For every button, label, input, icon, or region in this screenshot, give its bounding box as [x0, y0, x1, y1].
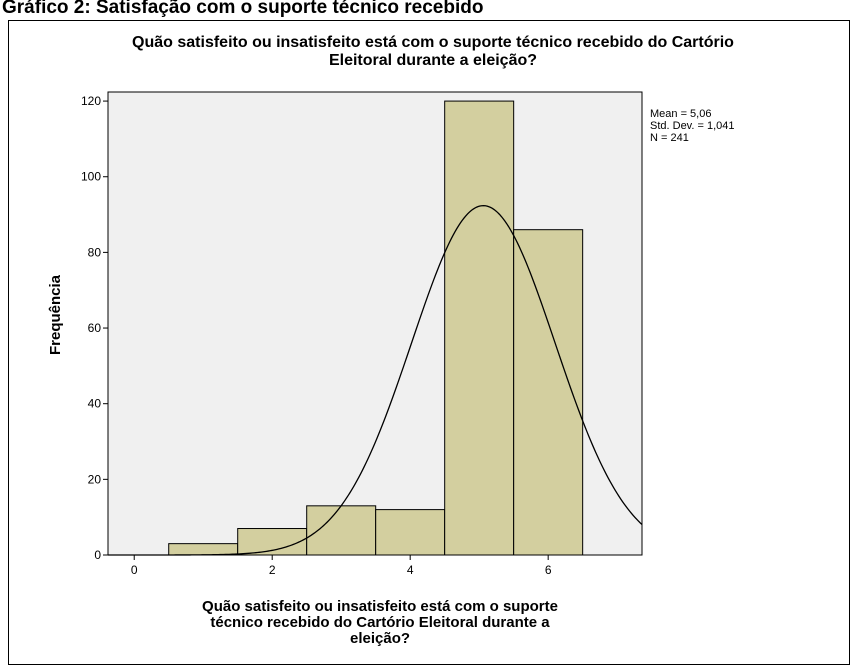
chart-title: Quão satisfeito ou insatisfeito está com… — [132, 34, 734, 51]
x-tick-label: 4 — [407, 563, 414, 577]
y-tick-label: 0 — [94, 548, 101, 562]
x-tick-label: 0 — [131, 563, 138, 577]
histogram-bar — [168, 543, 239, 556]
y-tick-label: 40 — [88, 397, 102, 411]
x-axis-label: técnico recebido do Cartório Eleitoral d… — [210, 614, 550, 631]
histogram-bar — [375, 509, 446, 556]
histogram-bar — [444, 100, 515, 556]
y-tick-label: 80 — [88, 245, 102, 259]
y-tick-label: 60 — [88, 321, 102, 335]
caption: Gráfico 2: Satisfação com o suporte técn… — [2, 0, 483, 18]
normal-curve — [108, 204, 643, 556]
x-tick-label: 6 — [545, 563, 552, 577]
y-axis-label: Frequência — [47, 274, 64, 355]
x-tick-label: 2 — [269, 563, 276, 577]
chart-title: Eleitoral durante a eleição? — [329, 52, 537, 69]
stats-label: Mean = 5,06 — [650, 108, 711, 120]
y-tick-label: 120 — [81, 94, 101, 108]
histogram-bar — [513, 229, 584, 556]
y-tick-label: 20 — [88, 472, 102, 486]
stats-label: Std. Dev. = 1,041 — [650, 120, 735, 132]
histogram-bar — [237, 528, 308, 556]
stats-label: N = 241 — [650, 132, 689, 144]
x-axis-label: eleição? — [350, 630, 410, 647]
y-tick-label: 100 — [81, 170, 101, 184]
x-axis-label: Quão satisfeito ou insatisfeito está com… — [202, 598, 558, 615]
